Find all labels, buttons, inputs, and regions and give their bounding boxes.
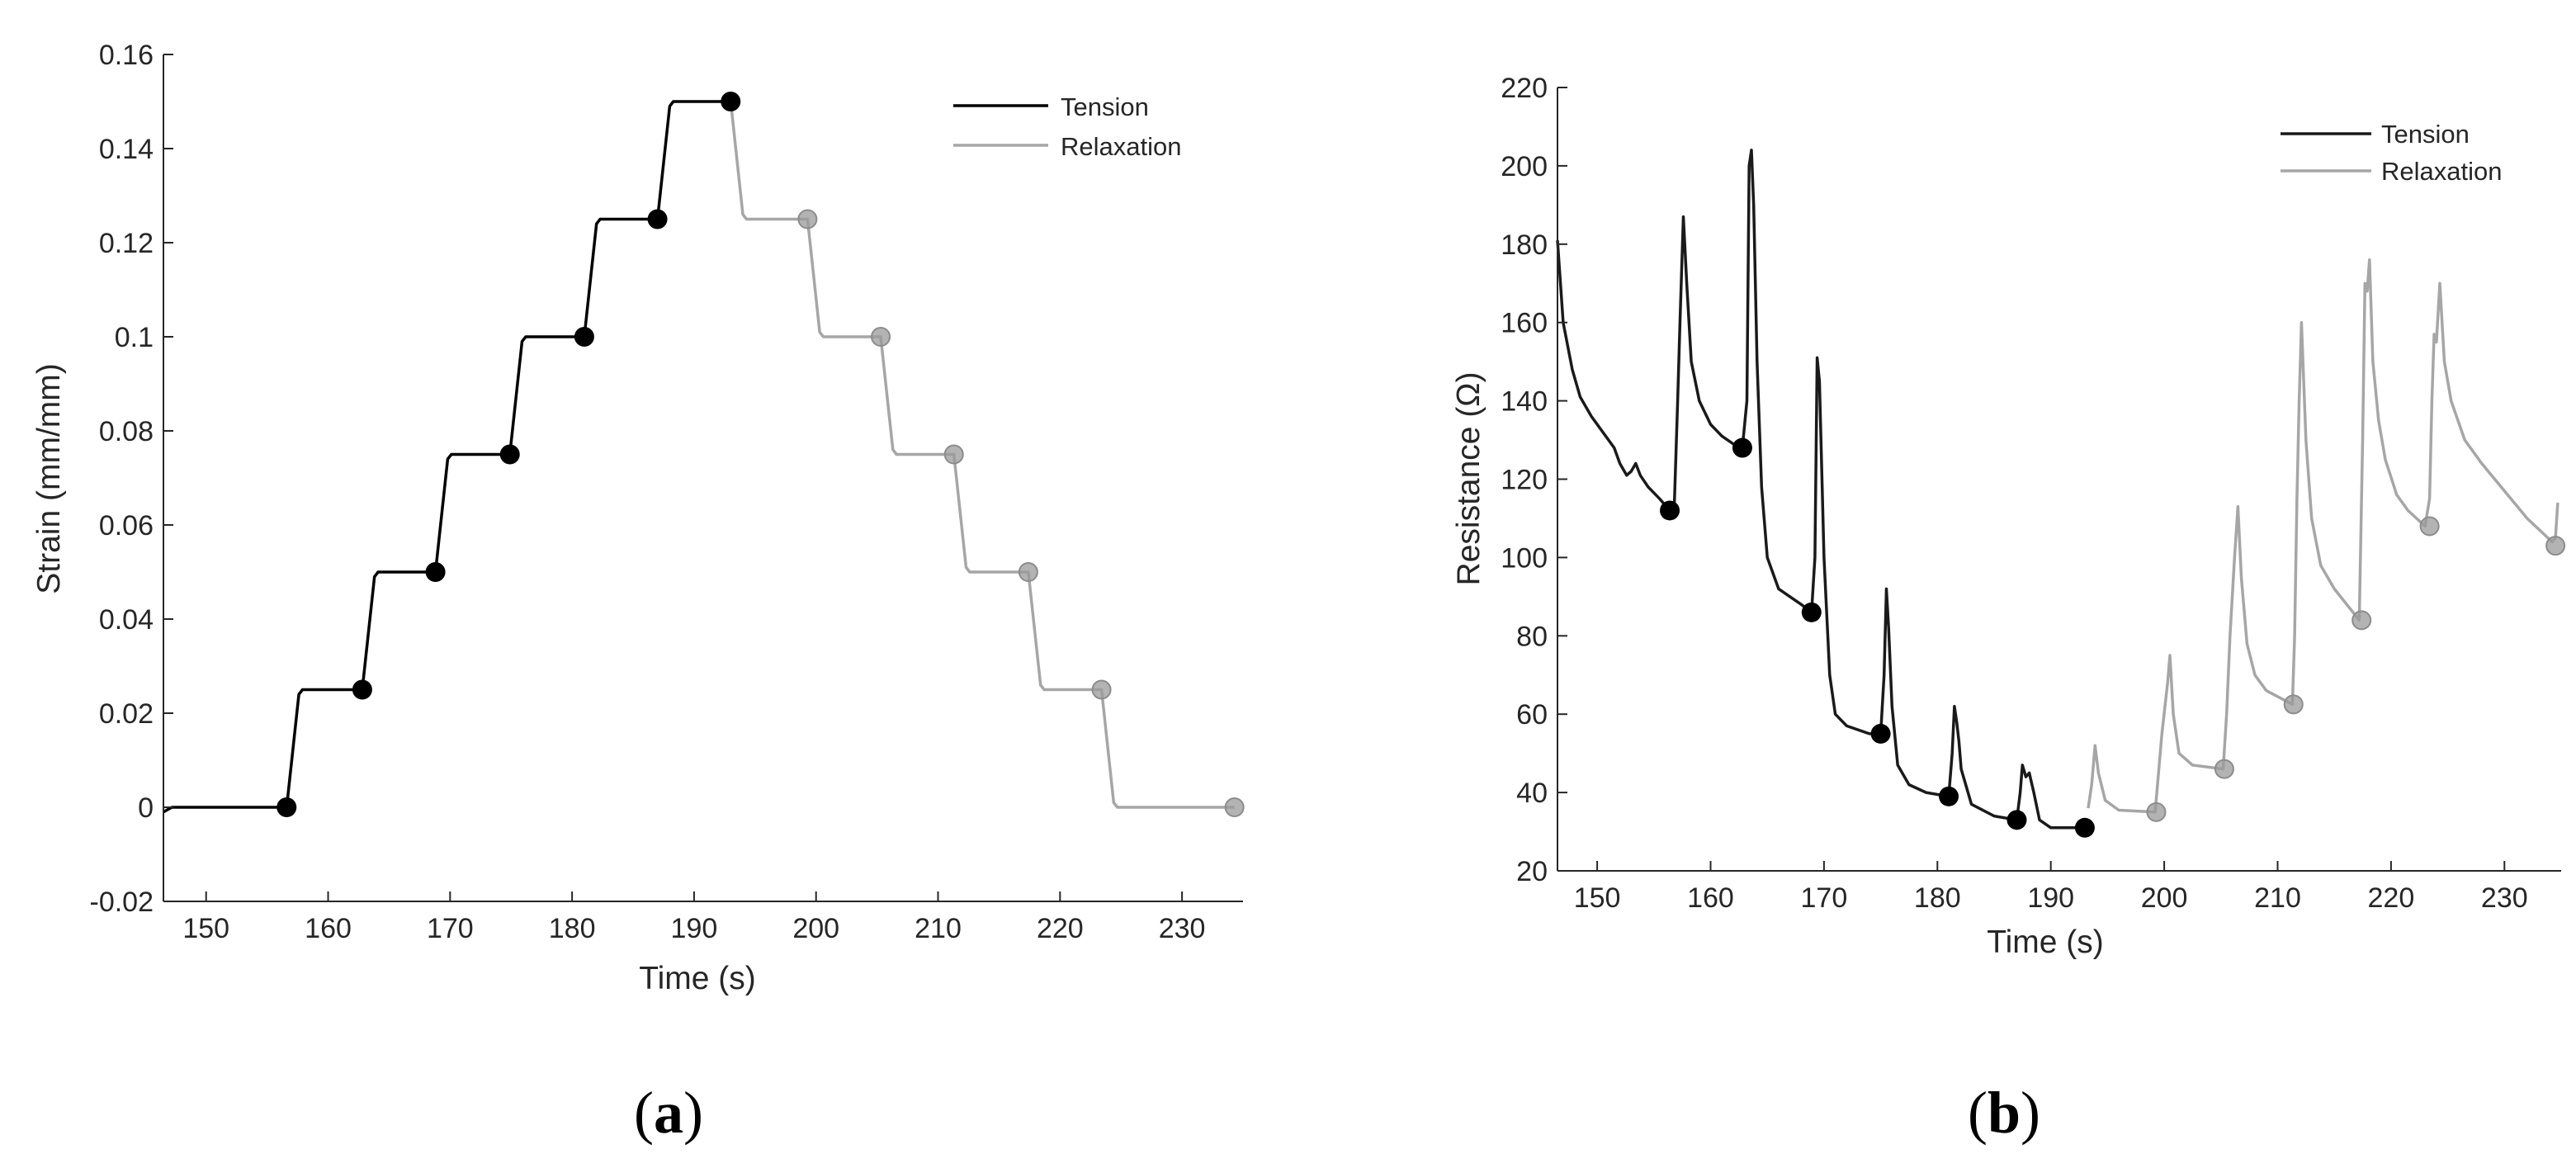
marker-relaxation [1224,797,1245,817]
marker-relaxation [943,444,964,465]
x-tick-label: 200 [792,913,839,944]
x-tick-label: 170 [1801,882,1848,914]
y-tick-label: 20 [1516,856,1548,887]
marker-tension [1732,437,1752,458]
axes-frame [163,54,1243,902]
series-line-tension [163,100,731,814]
x-tick-label: 190 [2027,882,2074,914]
x-tick-label: 230 [1159,913,1206,944]
x-axis-label: Time (s) [1987,924,2104,960]
y-tick-label: 0.14 [99,134,154,165]
y-tick-label: 160 [1501,308,1548,339]
caption-close-paren: ) [683,1080,703,1146]
series-line-tension [1556,149,2085,830]
marker-tension [647,209,668,229]
y-tick-label: 40 [1516,778,1548,809]
marker-tension [277,797,297,817]
marker-relaxation [2214,759,2234,779]
x-tick-label: 220 [1037,913,1084,944]
marker-relaxation [2146,802,2167,822]
x-tick-label: 150 [182,913,229,944]
marker-relaxation [2419,516,2440,537]
marker-tension [1939,786,1959,806]
y-tick-label: 0.04 [99,604,154,636]
y-tick-label: 0.12 [99,228,154,259]
marker-relaxation [2283,694,2304,715]
x-tick-label: 230 [2481,882,2528,914]
y-tick-label: 180 [1501,229,1548,261]
marker-tension [1870,723,1891,744]
y-tick-label: 0.1 [115,322,154,353]
y-tick-label: 80 [1516,621,1548,652]
x-tick-label: 160 [1687,882,1734,914]
marker-tension [2074,817,2095,838]
legend: Tension Relaxation [953,92,1181,161]
x-axis-label: Time (s) [639,961,756,996]
x-tick-label: 190 [671,913,718,944]
series-line-relaxation [729,101,1235,809]
marker-tension [574,327,594,347]
x-tick-label: 170 [427,913,474,944]
y-axis-label: Strain (mm/mm) [31,363,67,593]
y-tick-label: 0 [138,792,154,824]
marker-tension [721,92,741,111]
marker-tension [2006,810,2027,830]
legend-label-tension: Tension [2381,120,2470,149]
y-tick-label: 0.06 [99,510,154,541]
marker-relaxation [797,209,818,229]
y-tick-label: 120 [1501,465,1548,496]
y-tick-label: 220 [1501,73,1548,104]
panel-caption-b: (b) [1968,1080,2040,1146]
y-axis-label: Resistance (Ω) [1451,372,1487,586]
y-tick-label: 0.08 [99,416,154,447]
caption-open-paren: ( [634,1080,654,1146]
caption-open-paren: ( [1968,1080,1988,1146]
x-tick-label: 200 [2141,882,2188,914]
x-tick-label: 160 [305,913,352,944]
x-tick-label: 210 [2254,882,2301,914]
panel-caption-a: (a) [634,1080,703,1146]
y-tick-label: 140 [1501,386,1548,418]
marker-relaxation [871,327,891,347]
caption-letter: a [654,1080,683,1146]
x-tick-label: 180 [1914,882,1961,914]
y-tick-label: 0.02 [99,698,154,730]
legend-label-relaxation: Relaxation [1061,132,1181,161]
x-tick-label: 150 [1574,882,1621,914]
legend-label-tension: Tension [1061,92,1149,121]
y-tick-label: 0.16 [99,40,154,71]
x-tick-label: 220 [2368,882,2415,914]
marker-relaxation [2545,536,2566,556]
caption-letter: b [1988,1080,2021,1146]
caption-close-paren: ) [2021,1080,2040,1146]
legend-label-relaxation: Relaxation [2381,157,2502,186]
marker-tension [425,562,446,582]
marker-relaxation [1091,679,1112,700]
marker-relaxation [2351,610,2372,631]
marker-tension [499,444,520,465]
marker-tension [352,679,372,700]
legend: Tension Relaxation [2281,120,2502,186]
y-tick-label: 100 [1501,542,1548,574]
y-tick-label: 200 [1501,151,1548,182]
x-tick-label: 180 [549,913,596,944]
marker-tension [1660,500,1680,521]
y-tick-label: 60 [1516,699,1548,731]
chart-panel-b: 150 160 170 180 190 200 210 220 230 20 40 60 80 100 1… [1451,73,2566,1146]
marker-relaxation [1018,562,1038,582]
x-tick-label: 210 [915,913,962,944]
axes-frame [1557,87,2561,872]
y-tick-label: -0.02 [90,887,154,918]
series-line-relaxation [2087,258,2559,814]
chart-panel-a: 150 160 170 180 190 200 210 220 230 -0.02 0 0.02 0.… [31,40,1245,1146]
marker-tension [1801,602,1822,622]
